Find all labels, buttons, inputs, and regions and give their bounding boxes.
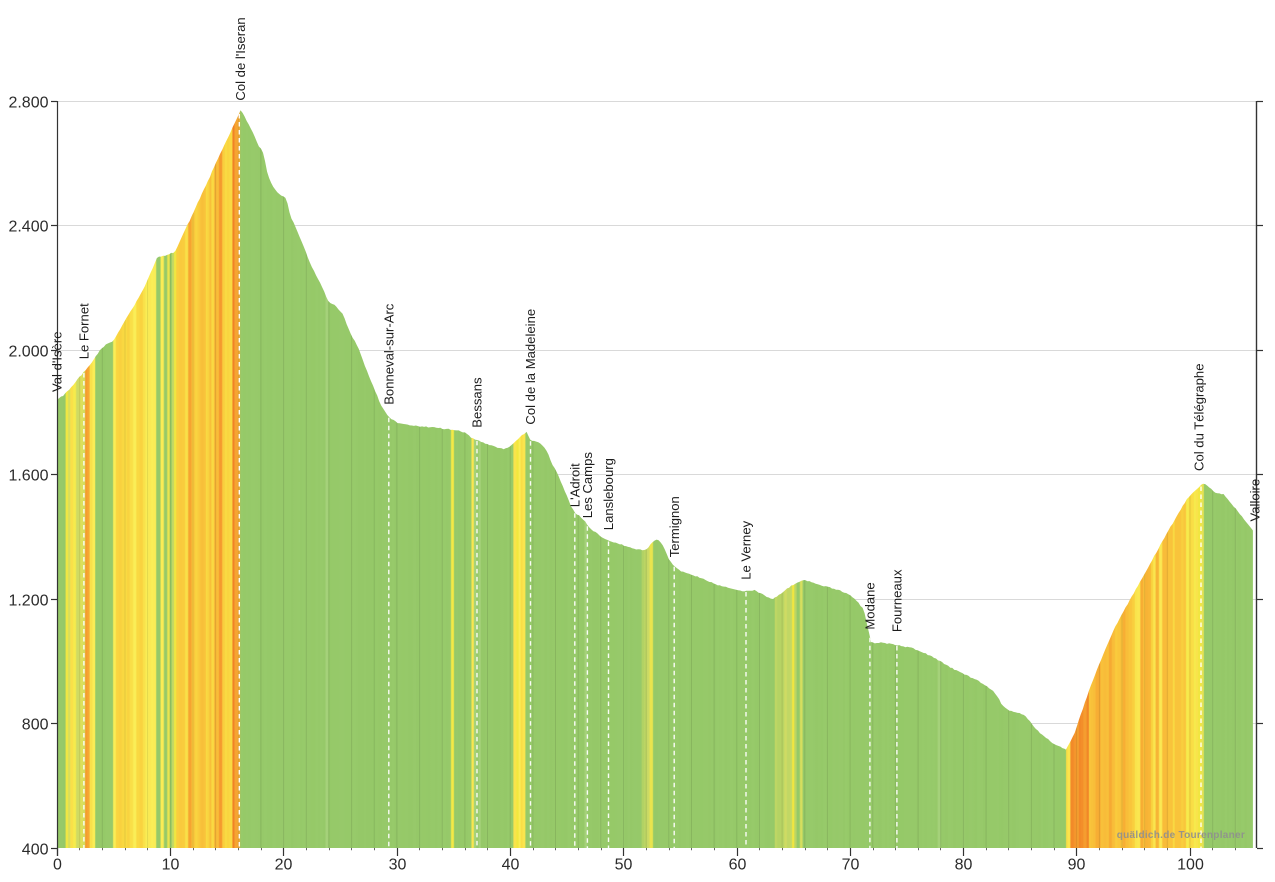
svg-text:Modane: Modane xyxy=(863,582,878,629)
svg-text:Col de la Madeleine: Col de la Madeleine xyxy=(523,309,538,425)
svg-text:100: 100 xyxy=(1177,857,1204,874)
svg-text:800: 800 xyxy=(22,717,49,734)
svg-text:80: 80 xyxy=(955,857,973,874)
svg-text:Bessans: Bessans xyxy=(470,377,485,428)
svg-text:Fourneaux: Fourneaux xyxy=(890,569,905,632)
svg-text:50: 50 xyxy=(615,857,633,874)
svg-text:Valloire: Valloire xyxy=(1247,479,1262,522)
svg-text:2.400: 2.400 xyxy=(8,219,48,236)
svg-text:40: 40 xyxy=(502,857,520,874)
svg-text:60: 60 xyxy=(729,857,747,874)
svg-text:0: 0 xyxy=(53,857,62,874)
svg-text:Val d'Isère: Val d'Isère xyxy=(49,332,64,392)
svg-text:1.600: 1.600 xyxy=(8,468,48,485)
svg-text:90: 90 xyxy=(1068,857,1086,874)
svg-text:L'Adroit: L'Adroit xyxy=(567,463,582,507)
svg-text:2.000: 2.000 xyxy=(8,344,48,361)
svg-text:10: 10 xyxy=(162,857,180,874)
svg-text:30: 30 xyxy=(389,857,407,874)
svg-text:70: 70 xyxy=(842,857,860,874)
svg-text:20: 20 xyxy=(275,857,293,874)
svg-text:Termignon: Termignon xyxy=(667,496,682,557)
svg-text:Bonneval-sur-Arc: Bonneval-sur-Arc xyxy=(381,303,396,405)
svg-text:Les Camps: Les Camps xyxy=(580,452,595,519)
svg-text:2.800: 2.800 xyxy=(8,95,48,112)
svg-text:Col du Télégraphe: Col du Télégraphe xyxy=(1191,364,1206,472)
svg-text:1.200: 1.200 xyxy=(8,593,48,610)
svg-text:Le Fornet: Le Fornet xyxy=(77,303,92,359)
svg-text:400: 400 xyxy=(22,842,49,859)
svg-text:quäldich.de Tourenplaner: quäldich.de Tourenplaner xyxy=(1117,830,1245,841)
svg-text:Col de l'Iseran: Col de l'Iseran xyxy=(233,17,248,100)
svg-text:Le Verney: Le Verney xyxy=(739,520,754,579)
svg-text:Lanslebourg: Lanslebourg xyxy=(601,458,616,530)
